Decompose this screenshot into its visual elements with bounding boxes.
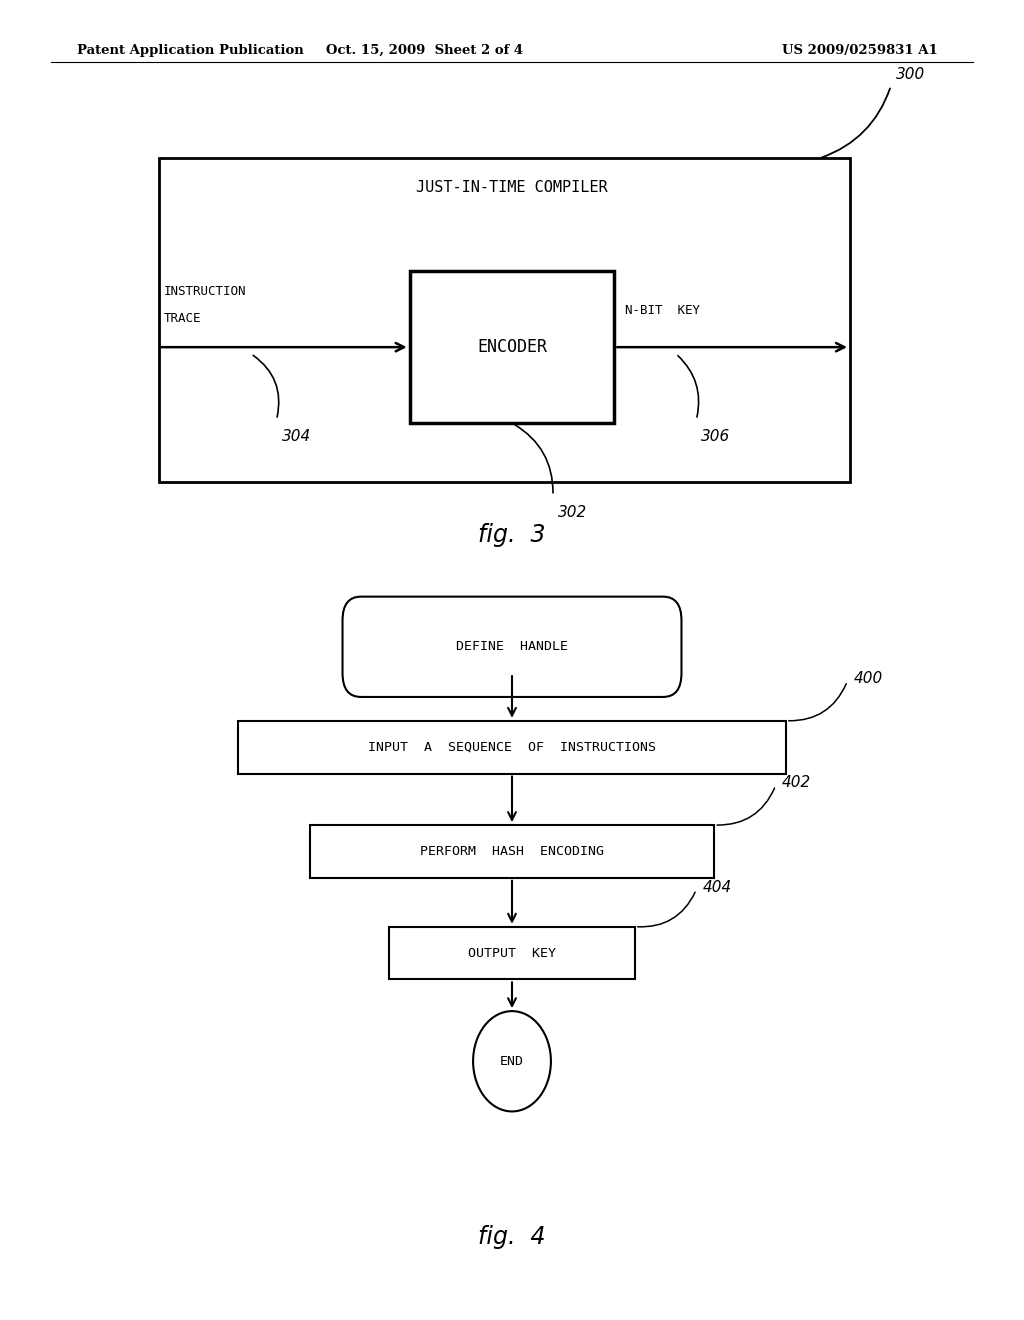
Text: PERFORM  HASH  ENCODING: PERFORM HASH ENCODING — [420, 845, 604, 858]
Text: END: END — [500, 1055, 524, 1068]
Text: ENCODER: ENCODER — [477, 338, 547, 356]
Text: 402: 402 — [782, 775, 811, 791]
Text: 304: 304 — [282, 429, 311, 444]
Text: 300: 300 — [896, 67, 926, 82]
Text: N-BIT  KEY: N-BIT KEY — [625, 304, 699, 317]
Text: Oct. 15, 2009  Sheet 2 of 4: Oct. 15, 2009 Sheet 2 of 4 — [327, 44, 523, 57]
Text: JUST-IN-TIME COMPILER: JUST-IN-TIME COMPILER — [416, 180, 608, 195]
Text: US 2009/0259831 A1: US 2009/0259831 A1 — [782, 44, 938, 57]
FancyBboxPatch shape — [389, 927, 635, 979]
Text: INPUT  A  SEQUENCE  OF  INSTRUCTIONS: INPUT A SEQUENCE OF INSTRUCTIONS — [368, 741, 656, 754]
Text: 404: 404 — [702, 879, 732, 895]
Text: fig.  3: fig. 3 — [478, 523, 546, 546]
Text: Patent Application Publication: Patent Application Publication — [77, 44, 303, 57]
Text: 400: 400 — [854, 671, 883, 686]
Text: 302: 302 — [558, 506, 588, 520]
Text: DEFINE  HANDLE: DEFINE HANDLE — [456, 640, 568, 653]
Text: INSTRUCTION: INSTRUCTION — [164, 285, 247, 298]
Text: fig.  4: fig. 4 — [478, 1225, 546, 1249]
Text: TRACE: TRACE — [164, 312, 202, 325]
FancyBboxPatch shape — [342, 597, 682, 697]
Circle shape — [473, 1011, 551, 1111]
Text: 306: 306 — [701, 429, 731, 444]
FancyBboxPatch shape — [309, 825, 715, 878]
FancyBboxPatch shape — [238, 721, 786, 774]
FancyBboxPatch shape — [159, 158, 850, 482]
Text: OUTPUT  KEY: OUTPUT KEY — [468, 946, 556, 960]
FancyBboxPatch shape — [410, 272, 614, 422]
